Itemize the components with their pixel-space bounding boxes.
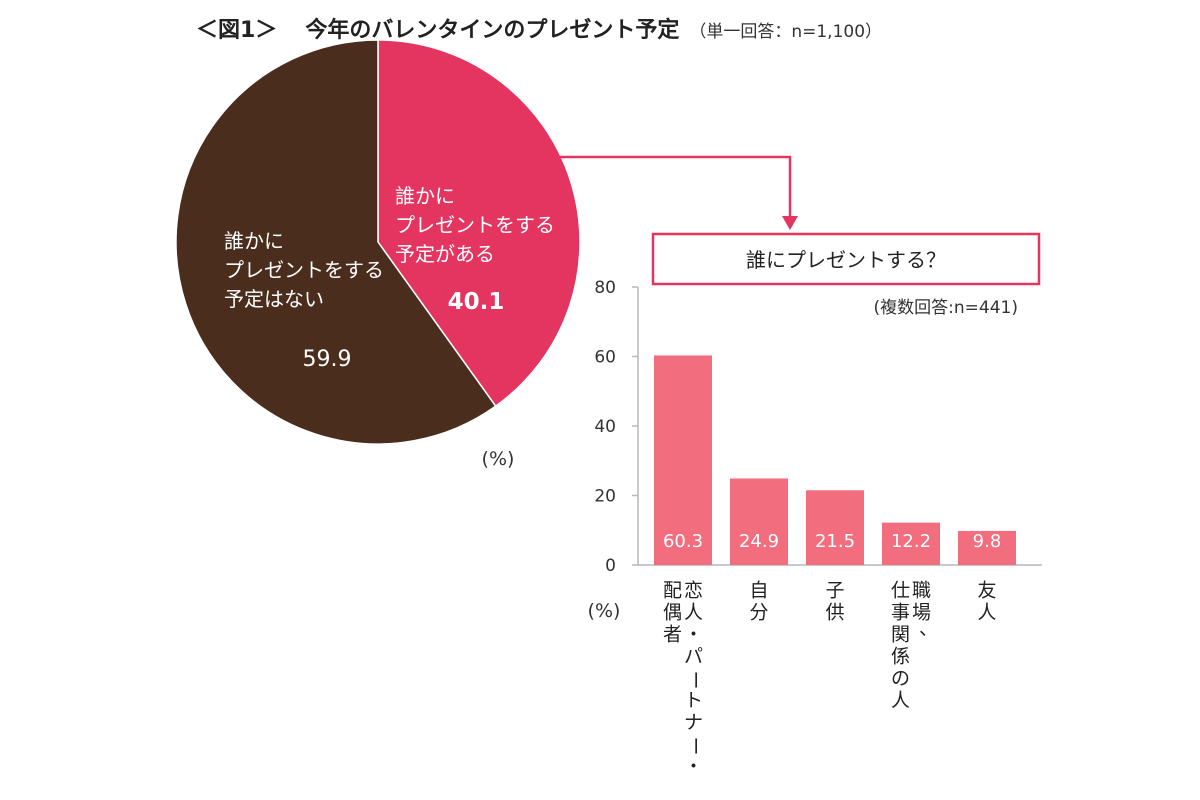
category-label-0-line-1-char-0: 配	[663, 580, 682, 602]
category-label-0-line-0-char-7: ー	[684, 736, 706, 755]
bar-2	[806, 490, 864, 565]
pie-slice-1	[175, 39, 497, 445]
category-label-0-line-0-char-2: ・	[684, 624, 703, 646]
pie-slice-0	[377, 39, 581, 408]
category-label-4-line-0-char-1: 人	[977, 602, 996, 624]
bar-value-label-4: 9.8	[973, 531, 1002, 552]
category-label-0-line-0-char-8: ・	[684, 756, 703, 778]
bar-3	[882, 522, 940, 565]
category-label-3-line-1-char-5: 人	[891, 690, 910, 712]
category-label-3-line-1-char-2: 関	[891, 624, 910, 646]
figure-subtitle: （単一回答：n=1,100）	[689, 22, 883, 42]
pie-slice-1-label-line-0: 誰かに	[224, 229, 284, 253]
category-label-0-line-0-char-1: 人	[684, 602, 703, 624]
category-label-3-line-0-char-1: 場	[912, 602, 931, 624]
pie-slice-0-label-line-1: プレゼントをする	[395, 213, 555, 237]
category-label-3-line-1-char-4: の	[891, 668, 910, 690]
bar-0	[654, 355, 712, 565]
y-axis-unit-label: (%)	[588, 600, 621, 622]
figure-title-text: 今年のバレンタインのプレゼント予定	[305, 18, 680, 43]
category-label-0-line-0-char-6: ナ	[684, 712, 703, 734]
bar-chart-title-box	[651, 232, 1041, 286]
bar-value-label-3: 12.2	[891, 531, 931, 552]
category-label-0-line-1-char-2: 者	[663, 624, 682, 646]
category-label-1-line-0-char-0: 自	[749, 580, 768, 602]
category-label-0-line-0-char-5: ト	[684, 690, 703, 712]
category-label-0-line-0-char-4: ー	[684, 670, 706, 689]
category-label-3-line-0-char-2: 、	[919, 618, 938, 640]
category-label-3-line-1-char-0: 仕	[891, 580, 910, 602]
figure-title: ＜図1＞ 今年のバレンタインのプレゼント予定 （単一回答：n=1,100）	[196, 12, 882, 44]
y-tick-label-1: 20	[594, 487, 616, 507]
category-label-1-line-0-char-1: 分	[749, 602, 768, 624]
category-label-4-line-0-char-0: 友	[977, 580, 996, 602]
pie-slice-0-label-line-0: 誰かに	[395, 184, 455, 208]
connector-line	[518, 155, 792, 220]
y-tick-label-0: 0	[605, 556, 616, 576]
pie-slice-1-label-line-1: プレゼントをする	[224, 258, 384, 282]
y-tick-label-4: 80	[594, 278, 616, 298]
bar-chart-title: 誰にプレゼントする？	[746, 248, 946, 272]
bar-4	[958, 530, 1016, 565]
bar-1	[730, 478, 788, 565]
category-label-3-line-1-char-1: 事	[891, 602, 910, 624]
category-label-3-line-1-char-3: 係	[891, 646, 910, 668]
bar-value-label-1: 24.9	[739, 531, 779, 552]
bar-chart-subtitle: (複数回答:n=441)	[874, 298, 1018, 318]
y-tick-label-3: 60	[594, 348, 616, 368]
pie-unit-label: (%)	[482, 448, 515, 470]
category-label-0-line-1-char-1: 偶	[663, 602, 682, 624]
category-label-0-line-0-char-0: 恋	[684, 580, 703, 602]
figure-label: ＜図1＞	[196, 18, 278, 43]
category-label-2-line-0-char-1: 供	[825, 602, 844, 624]
category-label-0-line-0-char-3: パ	[684, 646, 703, 668]
pie-slice-1-value: 59.9	[303, 347, 352, 372]
pie-slice-0-value: 40.1	[448, 289, 505, 315]
category-label-3-line-0-char-0: 職	[912, 580, 931, 602]
pie-slice-1-label-line-2: 予定はない	[224, 287, 324, 311]
bar-value-label-2: 21.5	[815, 531, 855, 552]
pie-slice-0-label-line-2: 予定がある	[395, 242, 495, 266]
connector-arrowhead	[782, 216, 798, 230]
category-label-2-line-0-char-0: 子	[825, 580, 844, 602]
bar-value-label-0: 60.3	[663, 531, 703, 552]
y-tick-label-2: 40	[594, 417, 616, 437]
